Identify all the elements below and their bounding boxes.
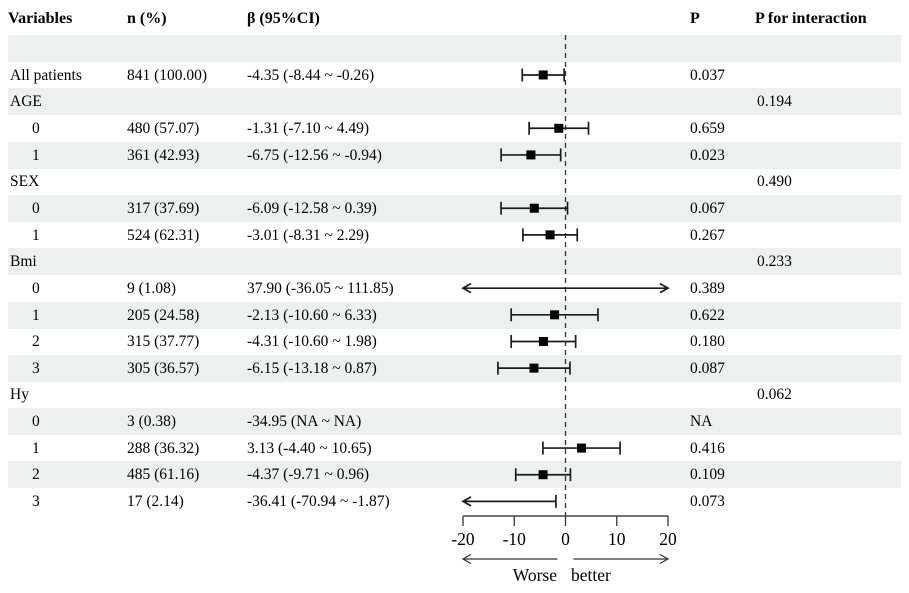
p-value-cell: 0.109 xyxy=(690,466,725,484)
beta-ci-cell: -6.09 (-12.58 ~ 0.39) xyxy=(247,199,377,217)
table-row: 3 305 (36.57) -6.15 (-13.18 ~ 0.87) 0.087 xyxy=(8,354,901,382)
beta-ci-cell: -4.31 (-10.60 ~ 1.98) xyxy=(247,333,377,351)
group-row: AGE 0.194 xyxy=(8,88,901,116)
column-header-variables: Variables xyxy=(8,10,73,27)
group-row: SEX 0.490 xyxy=(8,168,901,195)
p-value-cell: 0.389 xyxy=(690,279,725,297)
row-label: 1 xyxy=(32,226,40,244)
beta-ci-cell: -34.95 (NA ~ NA) xyxy=(247,413,362,431)
p-value-cell: 0.067 xyxy=(690,199,725,217)
n-percent-cell: 305 (36.57) xyxy=(127,359,200,377)
p-value-cell: 0.416 xyxy=(690,439,725,457)
p-value-cell: 0.622 xyxy=(690,306,725,324)
table-row: 1 205 (24.58) -2.13 (-10.60 ~ 6.33) 0.622 xyxy=(8,301,901,329)
row-label: All patients xyxy=(10,66,82,84)
n-percent-cell: 361 (42.93) xyxy=(127,146,200,164)
table-row: 2 315 (37.77) -4.31 (-10.60 ~ 1.98) 0.180 xyxy=(8,328,901,355)
table-row: All patients 841 (100.00) -4.35 (-8.44 ~ -… xyxy=(8,62,901,89)
n-percent-cell: 315 (37.77) xyxy=(127,333,200,351)
column-header-beta-ci: β (95%CI) xyxy=(247,10,320,27)
n-percent-cell: 9 (1.08) xyxy=(127,279,177,297)
row-label: AGE xyxy=(10,93,42,111)
n-percent-cell: 288 (36.32) xyxy=(127,439,200,457)
row-label: 2 xyxy=(32,333,40,351)
n-percent-cell: 3 (0.38) xyxy=(127,413,177,431)
n-percent-cell: 480 (57.07) xyxy=(127,119,200,137)
row-label: SEX xyxy=(10,173,40,191)
p-value-cell: 0.023 xyxy=(690,146,725,164)
worse-direction-label: Worse xyxy=(512,565,557,585)
row-label: 3 xyxy=(32,493,40,511)
p-value-cell: NA xyxy=(690,413,713,431)
better-direction-label: better xyxy=(571,565,611,585)
p-value-cell: 0.180 xyxy=(690,333,725,351)
p-value-cell: 0.073 xyxy=(690,493,725,511)
row-label: 0 xyxy=(32,279,40,297)
beta-ci-cell: -2.13 (-10.60 ~ 6.33) xyxy=(247,306,377,324)
row-label: 3 xyxy=(32,359,40,377)
row-label: 0 xyxy=(32,119,40,137)
beta-ci-cell: -4.37 (-9.71 ~ 0.96) xyxy=(247,466,370,484)
row-label: Hy xyxy=(10,386,29,404)
n-percent-cell: 205 (24.58) xyxy=(127,306,200,324)
beta-ci-cell: 3.13 (-4.40 ~ 10.65) xyxy=(247,439,372,457)
beta-ci-cell: -3.01 (-8.31 ~ 2.29) xyxy=(247,226,370,244)
group-row: Hy 0.062 xyxy=(8,381,901,408)
column-header-p: P xyxy=(690,10,700,27)
p-value-cell: 0.037 xyxy=(690,66,725,84)
column-header-n-percent: n (%) xyxy=(127,10,167,27)
n-percent-cell: 485 (61.16) xyxy=(127,466,200,484)
row-label: 1 xyxy=(32,306,40,324)
group-row: Bmi 0.233 xyxy=(8,248,901,276)
row-label: 1 xyxy=(32,146,40,164)
n-percent-cell: 841 (100.00) xyxy=(127,66,208,84)
table-row: 0 317 (37.69) -6.09 (-12.58 ~ 0.39) 0.067 xyxy=(8,194,901,222)
table-row: 2 485 (61.16) -4.37 (-9.71 ~ 0.96) 0.109 xyxy=(8,461,901,489)
beta-ci-cell: -4.35 (-8.44 ~ -0.26) xyxy=(247,66,375,84)
column-header-p-interaction: P for interaction xyxy=(755,10,867,27)
beta-ci-cell: -36.41 (-70.94 ~ -1.87) xyxy=(247,493,390,511)
beta-ci-cell: 37.90 (-36.05 ~ 111.85) xyxy=(247,279,394,297)
table-row: 1 361 (42.93) -6.75 (-12.56 ~ -0.94) 0.023 xyxy=(8,141,901,169)
row-label: 1 xyxy=(32,439,40,457)
row-label: 0 xyxy=(32,199,40,217)
p-value-cell: 0.267 xyxy=(690,226,725,244)
p-value-cell: 0.087 xyxy=(690,359,725,377)
p-interaction-cell: 0.194 xyxy=(757,93,792,111)
table-row: 0 480 (57.07) -1.31 (-7.10 ~ 4.49) 0.659 xyxy=(8,115,901,142)
table-row: 0 3 (0.38) -34.95 (NA ~ NA) NA xyxy=(8,408,901,436)
beta-ci-cell: -6.15 (-13.18 ~ 0.87) xyxy=(247,359,377,377)
table-row: 3 17 (2.14) -36.41 (-70.94 ~ -1.87) 0.073 xyxy=(8,488,901,515)
row-label: 2 xyxy=(32,466,40,484)
row-label: 0 xyxy=(32,413,40,431)
n-percent-cell: 317 (37.69) xyxy=(127,199,200,217)
p-interaction-cell: 0.490 xyxy=(757,173,792,191)
n-percent-cell: 17 (2.14) xyxy=(127,493,184,511)
p-interaction-cell: 0.233 xyxy=(757,253,792,271)
beta-ci-cell: -6.75 (-12.56 ~ -0.94) xyxy=(247,146,382,164)
table-row: 0 9 (1.08) 37.90 (-36.05 ~ 111.85) 0.389 xyxy=(8,275,901,302)
p-interaction-cell: 0.062 xyxy=(757,386,792,404)
beta-ci-cell: -1.31 (-7.10 ~ 4.49) xyxy=(247,119,370,137)
table-row: 1 524 (62.31) -3.01 (-8.31 ~ 2.29) 0.267 xyxy=(8,222,901,249)
n-percent-cell: 524 (62.31) xyxy=(127,226,200,244)
spacer-row xyxy=(8,35,901,62)
p-value-cell: 0.659 xyxy=(690,119,725,137)
row-label: Bmi xyxy=(10,253,37,271)
table-row: 1 288 (36.32) 3.13 (-4.40 ~ 10.65) 0.416 xyxy=(8,435,901,462)
